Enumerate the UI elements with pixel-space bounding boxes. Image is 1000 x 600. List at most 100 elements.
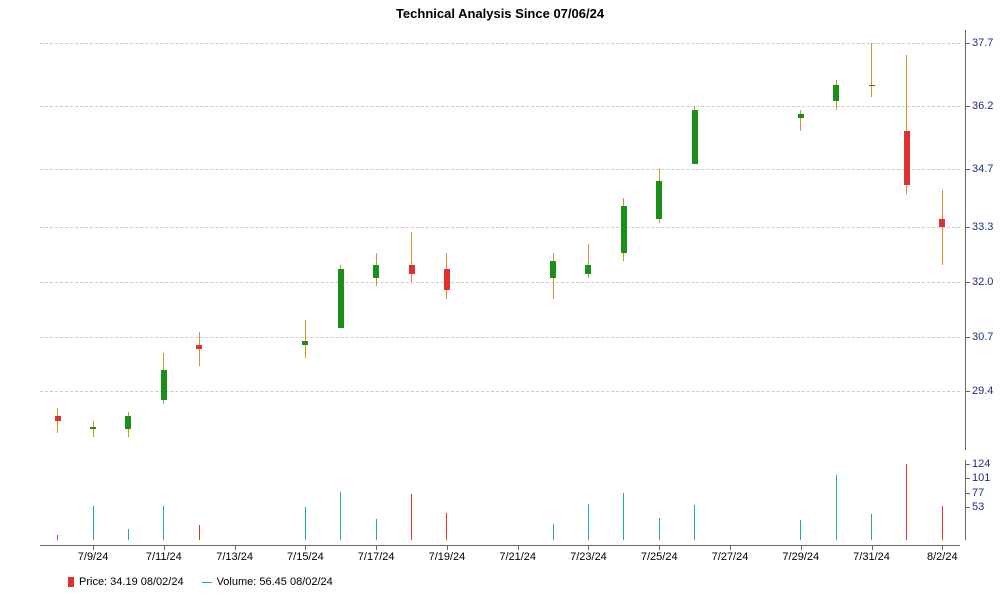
price-gridline (40, 391, 960, 392)
x-tick-label: 7/23/24 (570, 551, 607, 563)
x-tick-label: 7/31/24 (853, 551, 890, 563)
x-tick-label: 7/29/24 (782, 551, 819, 563)
x-tick-mark (518, 545, 519, 550)
price-tick-label: 36.2 (972, 100, 993, 112)
candle-wick (942, 190, 943, 266)
price-tick-label: 32.0 (972, 276, 993, 288)
x-tick-label: 7/15/24 (287, 551, 324, 563)
price-tick-mark (965, 106, 970, 107)
volume-bar (836, 475, 837, 540)
price-tick-mark (965, 169, 970, 170)
price-gridline (40, 169, 960, 170)
legend-volume-label: Volume: 56.45 08/02/24 (217, 576, 333, 588)
volume-bar (199, 525, 200, 540)
x-tick-label: 8/2/24 (927, 551, 958, 563)
price-tick-mark (965, 227, 970, 228)
price-region: 29.430.732.033.334.736.237.7 (40, 30, 960, 450)
volume-bar (800, 520, 801, 540)
candle-wick (871, 43, 872, 98)
legend-price: Price: 34.19 08/02/24 (68, 576, 184, 588)
candle-body (409, 265, 415, 273)
volume-tick-label: 53 (972, 501, 984, 513)
volume-bar (694, 505, 695, 540)
x-tick-mark (588, 545, 589, 550)
volume-tick-mark (965, 507, 970, 508)
volume-bar (871, 514, 872, 540)
price-tick-label: 29.4 (972, 385, 993, 397)
price-tick-label: 34.7 (972, 163, 993, 175)
volume-bar (93, 506, 94, 540)
candle-body (621, 206, 627, 252)
volume-bar (340, 492, 341, 540)
chart-title: Technical Analysis Since 07/06/24 (0, 6, 1000, 21)
volume-tick-mark (965, 464, 970, 465)
candle-body (869, 85, 875, 86)
volume-bar (942, 506, 943, 540)
volume-bar (588, 504, 589, 540)
price-gridline (40, 106, 960, 107)
candle-body (692, 110, 698, 165)
x-tick-mark (730, 545, 731, 550)
x-tick-mark (872, 545, 873, 550)
candle-body (585, 265, 591, 273)
x-tick-mark (942, 545, 943, 550)
volume-right-axis (965, 460, 966, 540)
candle-body (55, 416, 61, 420)
candle-wick (93, 421, 94, 438)
x-tick-label: 7/19/24 (429, 551, 466, 563)
x-tick-label: 7/25/24 (641, 551, 678, 563)
candle-wick (800, 110, 801, 131)
x-tick-label: 7/21/24 (499, 551, 536, 563)
plot-area: 29.430.732.033.334.736.237.7 5377101124 … (40, 30, 960, 570)
candle-body (302, 341, 308, 345)
price-gridline (40, 282, 960, 283)
candle-body (798, 114, 804, 118)
volume-bar (623, 493, 624, 540)
x-tick-mark (305, 545, 306, 550)
price-gridline (40, 337, 960, 338)
volume-tick-label: 101 (972, 472, 990, 484)
x-tick-mark (164, 545, 165, 550)
candle-body (196, 345, 202, 349)
candle-body (904, 131, 910, 186)
candle-body (444, 269, 450, 290)
candle-body (550, 261, 556, 278)
candle-body (90, 427, 96, 429)
volume-bar (376, 519, 377, 540)
candle-body (125, 416, 131, 429)
x-tick-mark (93, 545, 94, 550)
volume-bar (128, 529, 129, 540)
price-tick-mark (965, 391, 970, 392)
x-tick-mark (659, 545, 660, 550)
volume-bar (659, 518, 660, 540)
x-tick-label: 7/9/24 (78, 551, 109, 563)
x-tick-label: 7/11/24 (146, 551, 182, 563)
volume-bar (446, 513, 447, 540)
price-tick-mark (965, 43, 970, 44)
volume-region: 5377101124 (40, 460, 960, 540)
volume-bar (411, 494, 412, 540)
x-tick-mark (235, 545, 236, 550)
volume-bar (906, 464, 907, 540)
x-tick-label: 7/13/24 (216, 551, 253, 563)
candle-body (338, 269, 344, 328)
volume-bar (163, 506, 164, 540)
price-gridline (40, 227, 960, 228)
candle-body (656, 181, 662, 219)
volume-bar (57, 535, 58, 540)
price-right-axis (965, 30, 966, 450)
volume-marker-icon (202, 582, 212, 583)
volume-bar (553, 524, 554, 540)
xaxis-region: 7/9/247/11/247/13/247/15/247/17/247/19/2… (40, 545, 960, 570)
legend: Price: 34.19 08/02/24 Volume: 56.45 08/0… (68, 576, 333, 588)
price-tick-label: 33.3 (972, 221, 993, 233)
volume-bar (305, 507, 306, 540)
candle-body (373, 265, 379, 278)
x-tick-mark (801, 545, 802, 550)
xaxis-line (40, 545, 960, 546)
volume-tick-label: 124 (972, 458, 990, 470)
price-tick-mark (965, 337, 970, 338)
price-tick-mark (965, 282, 970, 283)
price-tick-label: 30.7 (972, 331, 993, 343)
candle-body (833, 85, 839, 102)
